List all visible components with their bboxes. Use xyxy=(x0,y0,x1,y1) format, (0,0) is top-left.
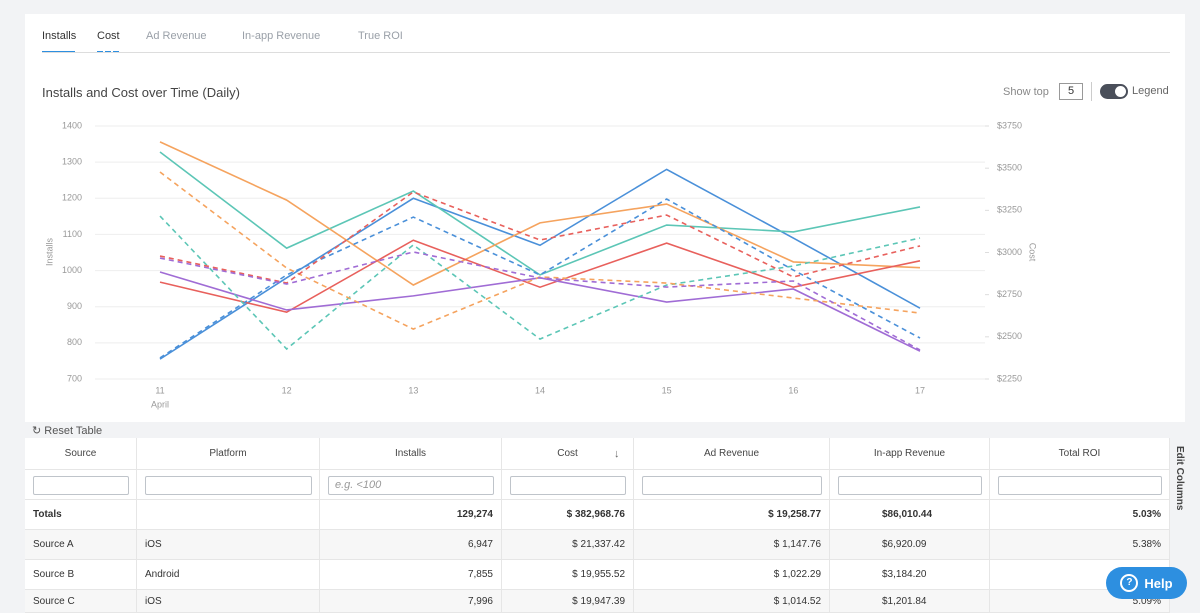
row-label: Source B xyxy=(25,560,137,590)
legend-label: Legend xyxy=(1132,85,1169,97)
table-cell: $ 19,955.52 xyxy=(502,560,634,590)
header-cell: Installs xyxy=(320,438,502,470)
y-tick-label: 1000 xyxy=(62,265,82,275)
y-tick-label: 700 xyxy=(67,373,82,383)
x-tick-label: 14 xyxy=(535,385,545,395)
chart-title: Installs and Cost over Time (Daily) xyxy=(42,85,240,100)
line-series xyxy=(159,198,921,359)
line-series xyxy=(159,141,921,286)
help-label: Help xyxy=(1144,575,1173,591)
help-button[interactable]: ? Help xyxy=(1106,567,1187,599)
header-cell: In-app Revenue xyxy=(830,438,990,470)
table-cell xyxy=(137,500,320,530)
y-tick-label: 1400 xyxy=(62,120,82,130)
table-cell: $ 1,022.29 xyxy=(634,560,830,590)
table-cell: 7,996 xyxy=(320,590,502,613)
tab[interactable]: True ROI xyxy=(358,30,403,42)
y-tick-label: 1100 xyxy=(63,229,82,239)
header-cell: Source xyxy=(25,438,137,470)
table-cell: 5.03% xyxy=(990,500,1170,530)
y-tick-label: 800 xyxy=(67,337,82,347)
table-cell: 5.38% xyxy=(990,530,1170,560)
y-tick-label: 1200 xyxy=(62,193,82,203)
y2-tick-label: $2750 xyxy=(997,289,1022,299)
line-series xyxy=(159,191,921,284)
filter-input[interactable] xyxy=(838,476,982,495)
show-top-label: Show top xyxy=(1003,86,1049,98)
table-cell: Android xyxy=(137,560,320,590)
table-cell: $86,010.44 xyxy=(830,500,990,530)
filter-input[interactable] xyxy=(642,476,822,495)
y2-tick-label: $2250 xyxy=(997,373,1022,383)
y2-tick-label: $3250 xyxy=(997,205,1022,215)
tab[interactable]: Cost xyxy=(97,30,120,42)
table-cell: $ 382,968.76 xyxy=(502,500,634,530)
table-cell: $6,920.09 xyxy=(830,530,990,560)
row-label: Totals xyxy=(25,500,137,530)
x-annotation: April xyxy=(151,399,169,409)
chart: 700 800 900 1000 1100 1200 1300 1400 $2250 $2500 $… xyxy=(44,120,1038,409)
chart-card xyxy=(25,14,1185,422)
y2-axis-label: Cost xyxy=(1028,243,1038,262)
tab[interactable]: Installs xyxy=(42,30,77,42)
header-cell: Total ROI xyxy=(990,438,1170,470)
table-cell: $1,201.84 xyxy=(830,590,990,613)
tab[interactable]: Ad Revenue xyxy=(146,30,207,42)
y2-tick-label: $2500 xyxy=(997,331,1022,341)
y2-tick-label: $3750 xyxy=(997,120,1022,130)
divider xyxy=(1091,82,1092,101)
x-tick-label: 15 xyxy=(662,385,672,395)
legend-toggle[interactable] xyxy=(1100,84,1128,99)
data-table: Source Platform Installs e.g. <100 Cost Ad Re… xyxy=(25,438,1170,613)
tab-separator xyxy=(42,52,1170,53)
table-cell: $ 21,337.42 xyxy=(502,530,634,560)
filter-input[interactable] xyxy=(33,476,129,495)
y-tick-label: 900 xyxy=(67,301,82,311)
row-label: Source C xyxy=(25,590,137,613)
row-label: Source A xyxy=(25,530,137,560)
x-tick-label: 12 xyxy=(282,385,292,395)
filter-input[interactable] xyxy=(998,476,1162,495)
header-cell[interactable]: Cost xyxy=(502,438,634,470)
table-cell: $ 19,258.77 xyxy=(634,500,830,530)
y-axis-label: Installs xyxy=(44,237,54,266)
line-series xyxy=(159,215,921,351)
table-cell: 6,947 xyxy=(320,530,502,560)
x-tick-label: 13 xyxy=(408,385,418,395)
reset-table[interactable]: ↻ Reset Table xyxy=(32,425,103,437)
line-series xyxy=(159,251,921,351)
table-cell: $3,184.20 xyxy=(830,560,990,590)
x-tick-label: 11 xyxy=(155,385,164,395)
line-series xyxy=(159,151,921,276)
header-cell: Platform xyxy=(137,438,320,470)
show-top-input[interactable]: 5 xyxy=(1059,83,1083,100)
edit-columns[interactable]: Edit Columns xyxy=(1174,446,1185,511)
sort-icon: ↓ xyxy=(614,448,620,460)
line-series xyxy=(159,239,921,313)
filter-input[interactable]: e.g. <100 xyxy=(328,476,494,495)
x-tick-label: 16 xyxy=(788,385,798,395)
table-cell: $ 19,947.39 xyxy=(502,590,634,613)
table-cell: iOS xyxy=(137,590,320,613)
table-cell: $ 1,014.52 xyxy=(634,590,830,613)
y-tick-label: 1300 xyxy=(62,157,82,167)
table-cell: 7,855 xyxy=(320,560,502,590)
x-tick-label: 17 xyxy=(915,385,925,395)
table-cell: $ 1,147.76 xyxy=(634,530,830,560)
header-cell: Ad Revenue xyxy=(634,438,830,470)
tab[interactable]: In-app Revenue xyxy=(242,30,321,42)
y2-tick-label: $3500 xyxy=(997,163,1022,173)
filter-input[interactable] xyxy=(145,476,312,495)
line-series xyxy=(159,168,921,360)
line-series xyxy=(159,171,921,330)
y2-tick-label: $3000 xyxy=(997,247,1022,257)
filter-input[interactable] xyxy=(510,476,626,495)
reset-label: Reset Table xyxy=(44,425,103,437)
table-cell: iOS xyxy=(137,530,320,560)
table-cell: 129,274 xyxy=(320,500,502,530)
